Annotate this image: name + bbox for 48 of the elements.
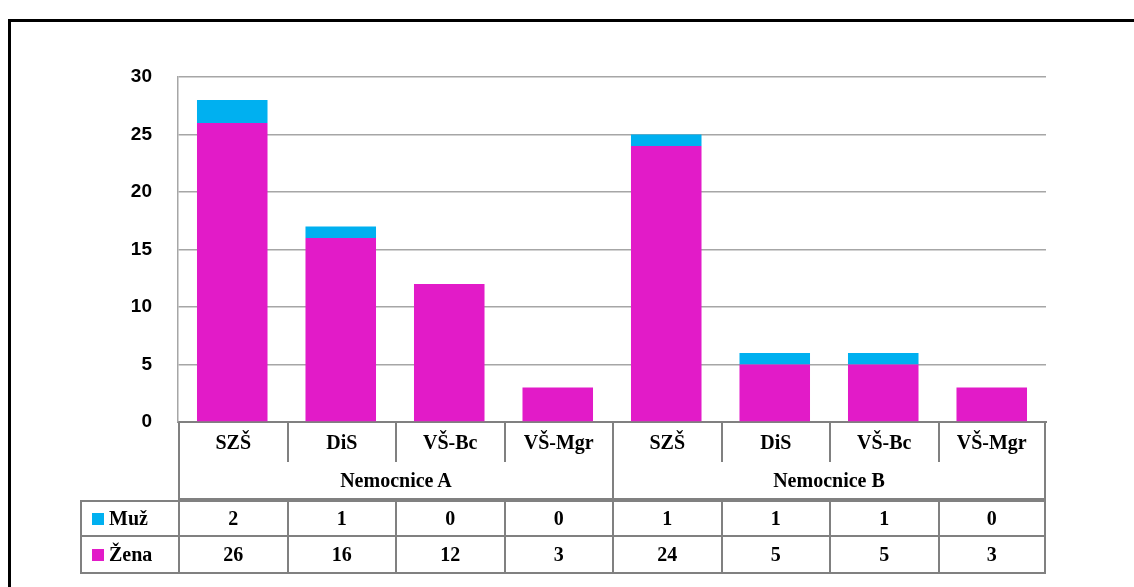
y-tick-label: 5 xyxy=(141,352,153,374)
y-tick-label: 10 xyxy=(130,295,152,317)
legend-label: Muž xyxy=(109,507,148,530)
text: Nemocnice A xyxy=(178,462,612,500)
data-label: 5 xyxy=(829,537,938,574)
x-tick-label: VŠ-Bc xyxy=(829,422,938,462)
y-tick-label: 0 xyxy=(141,410,152,432)
data-label: 1 xyxy=(612,500,721,537)
bar xyxy=(305,238,377,422)
data-label: 0 xyxy=(395,500,504,537)
y-tick-label: 20 xyxy=(130,180,152,202)
data-label: 26 xyxy=(178,537,287,574)
bar xyxy=(305,226,377,238)
data-label: 1 xyxy=(720,500,829,537)
bar xyxy=(739,364,811,422)
data-label: 5 xyxy=(720,537,829,574)
bar xyxy=(956,387,1028,422)
text: Nemocnice B xyxy=(612,462,1046,500)
data-label: 1 xyxy=(829,500,938,537)
data-label: 3 xyxy=(937,537,1046,574)
bar xyxy=(522,387,594,422)
bar xyxy=(196,123,268,422)
data-label: 16 xyxy=(286,537,395,574)
x-tick-label: DiS xyxy=(286,422,395,462)
data-label: 0 xyxy=(503,500,612,537)
x-tick-label: SZŠ xyxy=(178,422,287,462)
bar xyxy=(630,134,702,146)
data-label: 12 xyxy=(395,537,504,574)
y-tick-label: 15 xyxy=(130,237,153,259)
data-label: 2 xyxy=(178,500,287,537)
bar xyxy=(847,364,919,422)
y-tick-label: 25 xyxy=(130,122,153,144)
x-tick-label: VŠ-Bc xyxy=(395,422,504,462)
legend-label: Žena xyxy=(109,543,153,566)
x-tick-label: DiS xyxy=(720,422,829,462)
y-tick-label: 30 xyxy=(130,65,152,87)
bar xyxy=(630,146,702,422)
bar xyxy=(196,100,268,123)
data-label: 1 xyxy=(286,500,395,537)
x-tick-label: SZŠ xyxy=(612,422,721,462)
bar xyxy=(739,353,811,365)
x-tick-label: VŠ-Mgr xyxy=(937,422,1046,462)
x-tick-label: VŠ-Mgr xyxy=(503,422,612,462)
data-label: 3 xyxy=(503,537,612,574)
data-label: 0 xyxy=(937,500,1046,537)
data-label: 24 xyxy=(612,537,721,574)
bar xyxy=(847,353,919,365)
bar xyxy=(413,284,485,422)
